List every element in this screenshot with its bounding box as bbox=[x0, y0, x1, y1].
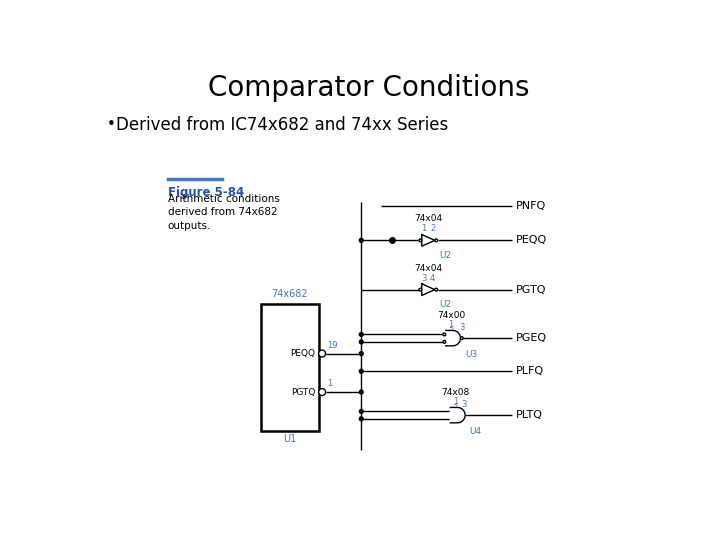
Text: U2: U2 bbox=[438, 300, 451, 309]
Circle shape bbox=[443, 333, 446, 336]
Text: U2: U2 bbox=[438, 251, 451, 260]
Text: PGTQ: PGTQ bbox=[291, 388, 315, 396]
Text: 74x00: 74x00 bbox=[437, 310, 465, 320]
Circle shape bbox=[461, 337, 463, 340]
Bar bbox=[261, 303, 319, 430]
Text: PGEQ: PGEQ bbox=[516, 333, 547, 343]
Text: 74x04: 74x04 bbox=[414, 264, 442, 273]
Circle shape bbox=[419, 239, 422, 242]
Text: •: • bbox=[107, 117, 116, 132]
Circle shape bbox=[435, 239, 438, 242]
Circle shape bbox=[435, 288, 438, 291]
Circle shape bbox=[359, 409, 363, 414]
Text: 74x04: 74x04 bbox=[414, 214, 442, 224]
Circle shape bbox=[319, 389, 325, 395]
Text: 2: 2 bbox=[430, 225, 436, 233]
Text: PEQQ: PEQQ bbox=[516, 235, 547, 245]
Text: 3: 3 bbox=[462, 400, 467, 409]
Text: 2: 2 bbox=[448, 327, 454, 336]
Circle shape bbox=[359, 340, 363, 344]
Polygon shape bbox=[422, 284, 435, 295]
Text: 3: 3 bbox=[421, 274, 427, 283]
Circle shape bbox=[319, 350, 325, 357]
Text: U4: U4 bbox=[469, 428, 482, 436]
Text: U1: U1 bbox=[283, 434, 296, 444]
Polygon shape bbox=[451, 408, 465, 423]
Circle shape bbox=[359, 352, 363, 355]
Text: PLTQ: PLTQ bbox=[516, 410, 544, 420]
Circle shape bbox=[359, 333, 363, 336]
Text: 3: 3 bbox=[459, 323, 464, 332]
Text: U3: U3 bbox=[465, 350, 477, 360]
Circle shape bbox=[359, 417, 363, 421]
Text: Figure 5-84: Figure 5-84 bbox=[168, 186, 244, 199]
Text: 1: 1 bbox=[421, 225, 426, 233]
Text: 1: 1 bbox=[327, 379, 333, 388]
Text: PEQQ: PEQQ bbox=[291, 349, 315, 358]
Text: PGTQ: PGTQ bbox=[516, 285, 546, 295]
Text: PNFQ: PNFQ bbox=[516, 201, 546, 211]
Circle shape bbox=[359, 239, 363, 242]
Text: Derived from IC74x682 and 74xx Series: Derived from IC74x682 and 74xx Series bbox=[117, 116, 449, 134]
Text: Arithmetic conditions
derived from 74x682
outputs.: Arithmetic conditions derived from 74x68… bbox=[168, 194, 279, 231]
Text: 74x682: 74x682 bbox=[271, 289, 308, 299]
Circle shape bbox=[443, 340, 446, 343]
Text: Comparator Conditions: Comparator Conditions bbox=[208, 74, 530, 102]
Text: 19: 19 bbox=[327, 341, 338, 350]
Circle shape bbox=[419, 288, 422, 291]
Text: PLFQ: PLFQ bbox=[516, 366, 544, 376]
Text: 74x08: 74x08 bbox=[441, 388, 470, 397]
Text: 4: 4 bbox=[430, 274, 436, 283]
Circle shape bbox=[359, 390, 363, 394]
Polygon shape bbox=[446, 330, 460, 346]
Polygon shape bbox=[422, 234, 435, 246]
Text: 1: 1 bbox=[453, 397, 458, 406]
Circle shape bbox=[359, 369, 363, 373]
Text: 2: 2 bbox=[453, 404, 458, 414]
Text: 1: 1 bbox=[448, 320, 454, 329]
